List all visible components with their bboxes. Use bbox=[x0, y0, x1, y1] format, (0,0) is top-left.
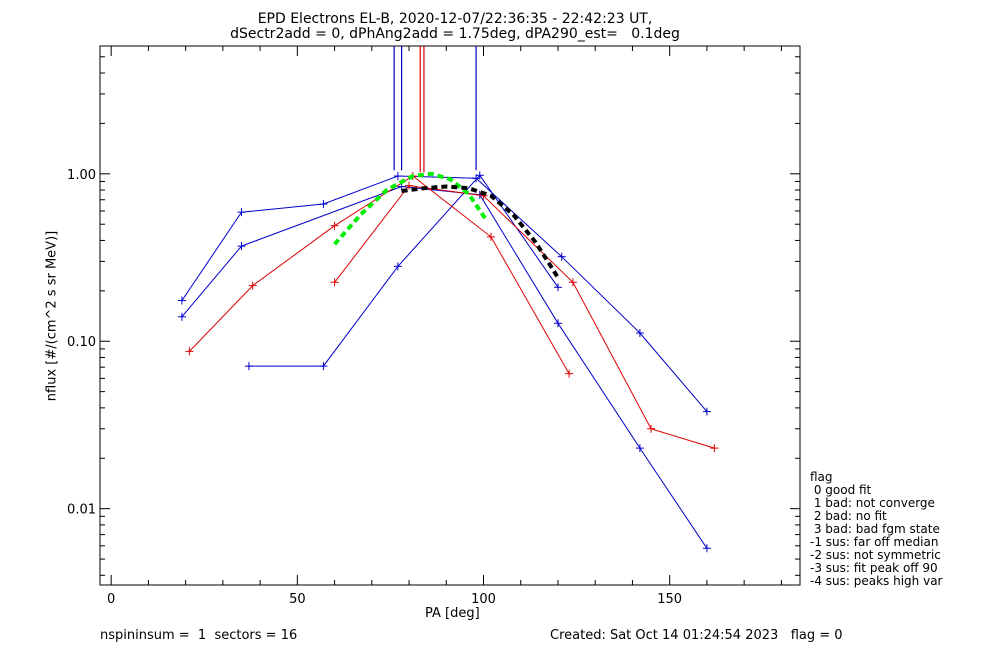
x-tick-label: 0 bbox=[107, 592, 115, 607]
plot-frame bbox=[99, 45, 801, 586]
x-tick-label: 50 bbox=[289, 592, 306, 607]
data-point bbox=[557, 252, 566, 261]
x-tick-label: 150 bbox=[657, 592, 682, 607]
data-point bbox=[553, 283, 562, 292]
data-point bbox=[237, 242, 246, 251]
series-layer bbox=[177, 171, 719, 553]
legend-title: flag bbox=[810, 470, 833, 484]
series-line bbox=[181, 185, 708, 549]
legend-item: -2 sus: not symmetric bbox=[810, 548, 941, 562]
data-point bbox=[319, 362, 328, 371]
data-point bbox=[635, 444, 644, 453]
legend-item: 3 bad: bad fgm state bbox=[810, 522, 940, 536]
data-point bbox=[393, 172, 402, 181]
footer-created-info: Created: Sat Oct 14 01:24:54 2023 flag =… bbox=[550, 628, 843, 643]
data-point bbox=[635, 329, 644, 338]
legend-item: 2 bad: no fit bbox=[810, 509, 887, 523]
data-point bbox=[405, 181, 414, 190]
footer-sectors-info: nspininsum = 1 sectors = 16 bbox=[100, 628, 298, 643]
data-point bbox=[237, 208, 246, 217]
x-axis-label: PA [deg] bbox=[425, 606, 480, 621]
data-point bbox=[177, 296, 186, 305]
legend-item: -1 sus: far off median bbox=[810, 535, 939, 549]
y-tick-label: 0.01 bbox=[67, 503, 96, 518]
legend-item: 0 good fit bbox=[810, 483, 872, 497]
data-point bbox=[248, 281, 257, 290]
data-point bbox=[177, 312, 186, 321]
data-point bbox=[710, 444, 719, 453]
data-point bbox=[330, 278, 339, 287]
legend-item: -4 sus: peaks high var bbox=[810, 574, 943, 588]
data-point bbox=[702, 544, 711, 553]
data-point bbox=[330, 221, 339, 230]
data-point bbox=[244, 362, 253, 371]
y-axis-label: nflux [#/(cm^2 s sr MeV)] bbox=[44, 230, 60, 402]
y-tick-label: 1.00 bbox=[67, 168, 96, 183]
series-line bbox=[334, 185, 715, 449]
data-point bbox=[393, 262, 402, 271]
data-point bbox=[486, 232, 495, 241]
series-line bbox=[181, 175, 708, 412]
data-point bbox=[185, 347, 194, 356]
vertical-markers bbox=[393, 46, 477, 173]
data-point bbox=[568, 278, 577, 287]
chart-title: EPD Electrons EL-B, 2020-12-07/22:36:35 … bbox=[257, 11, 653, 27]
data-point bbox=[647, 424, 656, 433]
legend-item: -3 sus: fit peak off 90 bbox=[810, 561, 938, 575]
data-point bbox=[319, 200, 328, 209]
data-point bbox=[553, 319, 562, 328]
legend-item: 1 bad: not converge bbox=[810, 496, 935, 510]
series-line bbox=[248, 174, 559, 367]
series-line bbox=[333, 171, 489, 246]
axes: 0 50 100 150 0.01 0.10 1.00 bbox=[67, 46, 800, 607]
data-point bbox=[702, 407, 711, 416]
data-point bbox=[565, 369, 574, 378]
data-point bbox=[475, 171, 484, 180]
legend: flag 0 good fit 1 bad: not converge 2 ba… bbox=[810, 471, 942, 588]
series-line bbox=[189, 175, 570, 374]
y-tick-label: 0.10 bbox=[67, 335, 96, 350]
x-tick-label: 100 bbox=[471, 592, 496, 607]
chart-subtitle: dSectr2add = 0, dPhAng2add = 1.75deg, dP… bbox=[230, 26, 680, 42]
